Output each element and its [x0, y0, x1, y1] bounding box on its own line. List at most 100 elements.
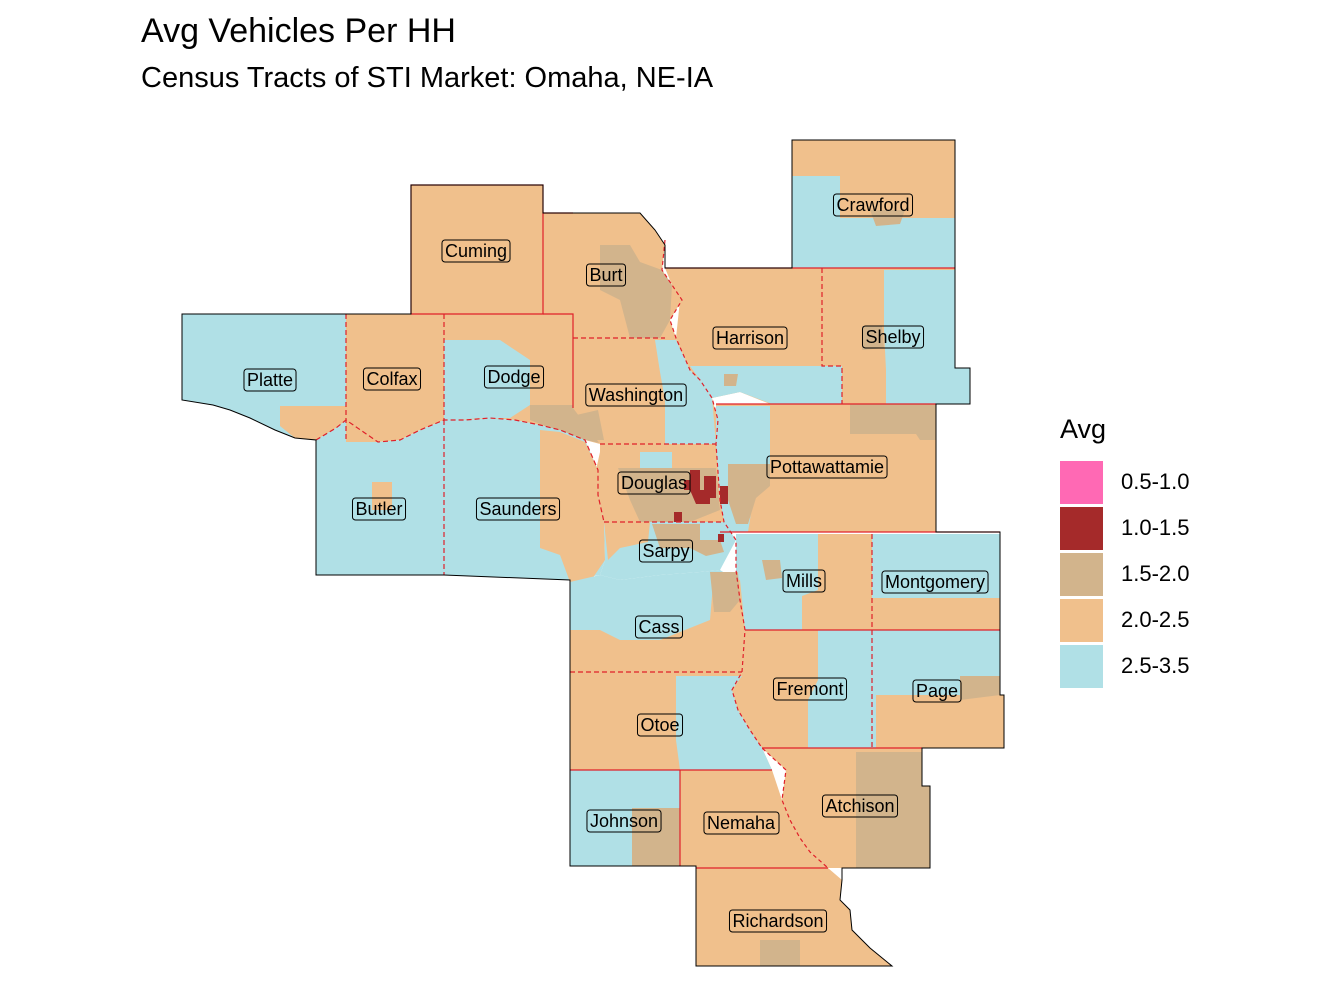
county-label-text: Cuming [445, 241, 507, 261]
legend-title: Avg [1060, 414, 1107, 444]
county-label-text: Pottawattamie [770, 457, 884, 477]
county-label-cuming: Cuming [441, 239, 511, 263]
county-nemaha [680, 770, 828, 868]
tract [600, 245, 672, 338]
tract [870, 210, 905, 226]
legend-swatch [1060, 460, 1103, 504]
tract [724, 374, 738, 386]
outer-boundary [181, 139, 1005, 967]
county-label-box [585, 383, 687, 407]
county-label-box [772, 677, 848, 701]
county-label-text: Sarpy [642, 541, 689, 561]
county-label-box [832, 193, 914, 217]
county-label-text: Colfax [366, 369, 417, 389]
county-label-text: Platte [247, 370, 293, 390]
tract [728, 464, 770, 524]
county-polygons [182, 140, 1004, 966]
county-label-text: Harrison [716, 328, 784, 348]
county-label-box [586, 809, 662, 833]
county-label-text: Butler [355, 499, 402, 519]
county-label-text: Douglas [621, 473, 687, 493]
tract [655, 340, 716, 444]
legend: Avg 0.5-1.0 1.0-1.5 1.5-2.0 2.0-2.5 2.5-… [1060, 414, 1190, 689]
county-label-burt: Burt [585, 263, 627, 287]
county-label-saunders: Saunders [475, 497, 561, 521]
tract [808, 630, 872, 748]
county-label-text: Burt [589, 265, 622, 285]
tract [570, 572, 745, 672]
county-label-text: Crawford [836, 195, 909, 215]
county-label-colfax: Colfax [362, 367, 422, 391]
county-label-shelby: Shelby [861, 325, 925, 349]
county-label-box [881, 570, 989, 594]
tract [704, 476, 716, 498]
county-label-text: Cass [638, 617, 679, 637]
county-label-box [861, 325, 925, 349]
county-label-text: Shelby [865, 327, 920, 347]
tract [632, 808, 680, 866]
tract [792, 176, 955, 268]
county-label-text: Atchison [825, 796, 894, 816]
tract [684, 480, 690, 490]
county-label-crawford: Crawford [832, 193, 914, 217]
legend-label: 1.5-2.0 [1121, 561, 1190, 586]
tract [280, 406, 346, 440]
county-label-text: Dodge [487, 367, 540, 387]
county-label-platte: Platte [243, 368, 297, 392]
tract [760, 940, 800, 966]
county-label-nemaha: Nemaha [703, 811, 780, 835]
county-label-box [912, 679, 962, 703]
legend-swatch [1060, 598, 1103, 642]
county-label-box [475, 497, 561, 521]
county-label-otoe: Otoe [636, 713, 684, 737]
legend-label: 0.5-1.0 [1121, 469, 1190, 494]
county-label-sarpy: Sarpy [638, 539, 694, 563]
tract [690, 366, 842, 404]
tract [876, 695, 1004, 748]
county-label-washington: Washington [585, 383, 687, 407]
county-label-cass: Cass [634, 615, 684, 639]
county-label-pottawattamie: Pottawattamie [766, 455, 888, 479]
county-label-box [766, 455, 888, 479]
county-label-montgomery: Montgomery [881, 570, 989, 594]
county-label-box [585, 263, 627, 287]
county-label-box [712, 326, 788, 350]
tract [640, 452, 672, 468]
county-label-text: Otoe [640, 715, 679, 735]
county-label-richardson: Richardson [728, 909, 828, 933]
county-label-text: Johnson [590, 811, 658, 831]
county-label-atchison: Atchison [821, 794, 899, 818]
tract [802, 534, 872, 630]
county-pottawattamie [716, 404, 936, 532]
county-label-text: Washington [589, 385, 683, 405]
legend-swatch [1060, 552, 1103, 596]
tract [856, 752, 930, 868]
county-label-douglas: Douglas [617, 471, 691, 495]
county-label-text: Page [916, 681, 958, 701]
legend-item: 2.0-2.5 [1060, 597, 1190, 643]
legend-label: 1.0-1.5 [1121, 515, 1190, 540]
county-label-box [634, 615, 684, 639]
county-colfax [346, 314, 444, 442]
county-label-box [243, 368, 297, 392]
tract [862, 326, 884, 350]
legend-item: 2.5-3.5 [1060, 643, 1190, 689]
county-label-text: Montgomery [885, 572, 985, 592]
map-subtitle: Census Tracts of STI Market: Omaha, NE-I… [141, 62, 714, 94]
county-label-box [362, 367, 422, 391]
map-canvas: Crawford Cuming Burt Harrison Shelby Platte Co… [181, 139, 1005, 967]
legend-label: 2.0-2.5 [1121, 607, 1190, 632]
tract [960, 676, 1000, 700]
county-label-text: Mills [786, 571, 822, 591]
county-label-box [821, 794, 899, 818]
tract [444, 340, 530, 420]
map-title: Avg Vehicles Per HH [141, 12, 456, 50]
county-label-box [441, 239, 511, 263]
county-label-box [638, 539, 694, 563]
county-richardson [696, 868, 892, 966]
county-label-text: Richardson [732, 911, 823, 931]
county-label-johnson: Johnson [586, 809, 662, 833]
tract [540, 430, 605, 582]
legend-item: 0.5-1.0 [1060, 459, 1190, 505]
tract [720, 486, 728, 504]
